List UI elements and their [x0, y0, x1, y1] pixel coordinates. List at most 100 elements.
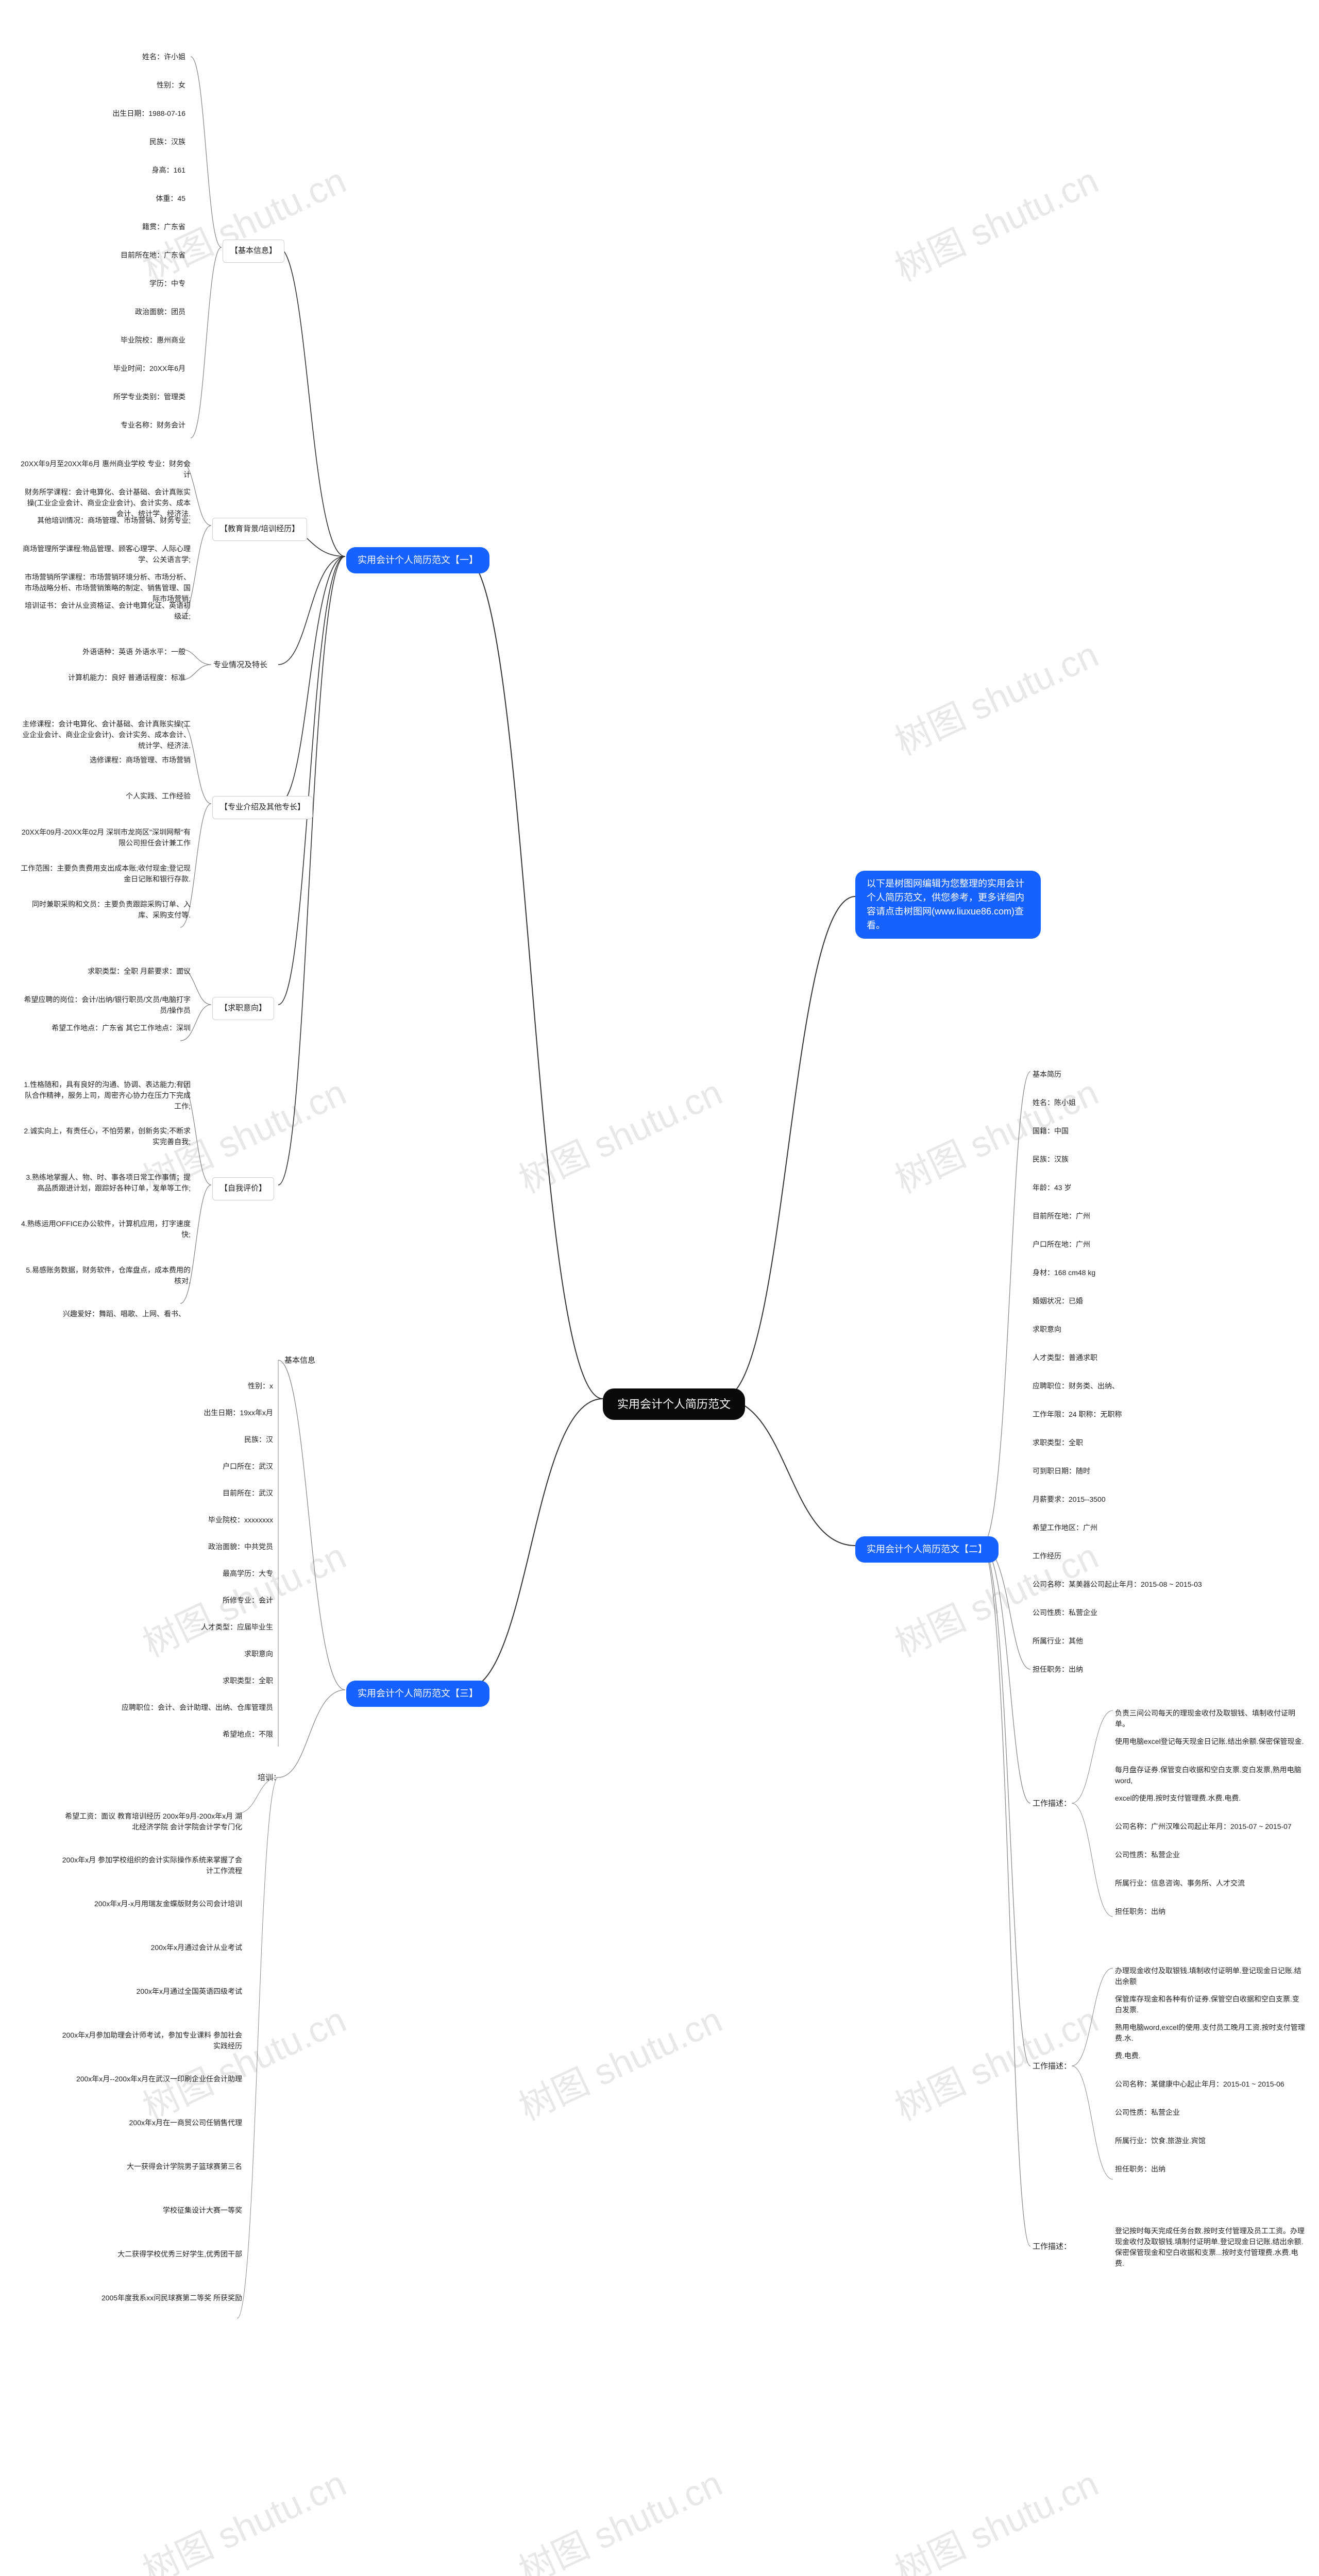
- watermark: 树图 shutu.cn: [886, 1991, 1106, 2131]
- s2-top-leaf-21: 担任职务：出纳: [1033, 1664, 1218, 1675]
- s1-basic-leaf-7: 目前所在地：广东省: [31, 250, 185, 261]
- s1-basic-leaf-4: 身高：161: [31, 165, 185, 176]
- s2-job1-leaf-2: 每月盘存证券.保管变白收据和空白支票.变白发票,熟用电脑word,: [1115, 1765, 1306, 1786]
- s3-teach-leaf-3: 200x年x月通过会计从业考试: [62, 1942, 242, 1953]
- s1-edu-leaf-3: 商场管理所学课程:物品管理、顾客心理学、人际心理学、公关语言学;: [21, 544, 191, 565]
- s2-top-leaf-3: 民族：汉族: [1033, 1154, 1218, 1165]
- s1-basic-leaf-9: 政治面貌：团员: [31, 307, 185, 317]
- s3-teach-leaf-6: 200x年x月--200x年x月在武汉一印刷企业任会计助理: [62, 2074, 242, 2084]
- s3-basic-leaf-5: 毕业院校：xxxxxxxx: [113, 1515, 273, 1526]
- s3-basic-leaf-8: 所修专业：会计: [113, 1595, 273, 1606]
- s2-top-leaf-8: 婚姻状况：已婚: [1033, 1296, 1218, 1307]
- s1-spec-leaf-1: 计算机能力：良好 普通话程度：标准: [31, 672, 185, 683]
- s2-job2-label: 工作描述：: [1033, 2061, 1071, 2073]
- s2-job2-leaf-0: 办理现金收付及取银钱.填制收付证明单.登记现金日记账.结出余额: [1115, 1965, 1306, 1987]
- s1-self-label: 【自我评价】: [212, 1177, 274, 1200]
- s3-teach-leaf-10: 大二获得学校优秀三好学生,优秀团干部: [62, 2249, 242, 2260]
- s1-basic-leaf-3: 民族：汉族: [31, 137, 185, 147]
- s3-basic-leaf-2: 民族：汉: [113, 1434, 273, 1445]
- s2-job1-leaf-5: 公司性质：私营企业: [1115, 1850, 1306, 1860]
- watermark: 树图 shutu.cn: [510, 1991, 730, 2131]
- s3-teach-leaf-2: 200x年x月-x月用瑞友金蝶版财务公司会计培训: [62, 1899, 242, 1909]
- s1-self-leaf-4: 5.易感账务数据，财务软件，仓库盘点，成本费用的核对.: [21, 1265, 191, 1286]
- s1-intent-leaf-1: 希望应聘的岗位：会计/出纳/银行职员/文员/电脑打字员/操作员: [21, 994, 191, 1016]
- s1-edu-leaf-2: 其他培训情况：商场管理、市场营销、财务专业;: [21, 515, 191, 526]
- s3-teach-leaf-0: 希望工资：面议 教育培训经历 200x年9月-200x年x月 湖北经济学院 会计…: [62, 1811, 242, 1833]
- s1-basic-label: 【基本信息】: [223, 240, 284, 263]
- s2-job1-leaf-0: 负责三间公司每天的理现金收付及取银钱、填制收付证明单。: [1115, 1708, 1306, 1730]
- s2-top-leaf-16: 希望工作地区：广州: [1033, 1522, 1218, 1533]
- s1-basic-leaf-10: 毕业院校：惠州商业: [31, 335, 185, 346]
- s1-major-leaf-4: 工作范围：主要负责费用支出成本账;收付现金;登记现金日记账和银行存款.: [21, 863, 191, 885]
- s1-edu-label: 【教育背景/培训经历】: [212, 518, 307, 541]
- s2-top-leaf-13: 求职类型：全职: [1033, 1437, 1218, 1448]
- s1-intent-leaf-0: 求职类型：全职 月薪要求：面议: [21, 966, 191, 977]
- watermark: 树图 shutu.cn: [886, 626, 1106, 766]
- s1-major-leaf-2: 个人实践、工作经验: [21, 791, 191, 802]
- s2-top-leaf-7: 身材：168 cm48 kg: [1033, 1267, 1218, 1278]
- s1-edu-leaf-0: 20XX年9月至20XX年6月 惠州商业学校 专业：财务会计: [21, 459, 191, 480]
- s2-job1-leaf-4: 公司名称：广州汉唯公司起止年月：2015-07 ~ 2015-07: [1115, 1821, 1306, 1832]
- s2-top-leaf-10: 人才类型：普通求职: [1033, 1352, 1218, 1363]
- s2-job2-leaf-5: 公司性质：私营企业: [1115, 2107, 1306, 2118]
- s3-teach-leaf-4: 200x年x月通过全国英语四级考试: [62, 1986, 242, 1997]
- s3-teach-leaf-8: 大一获得会计学院男子篮球赛第三名: [62, 2161, 242, 2172]
- s2-top-leaf-15: 月薪要求：2015--3500: [1033, 1494, 1218, 1505]
- s2-job2-leaf-3: 费.电费.: [1115, 2050, 1306, 2061]
- s2-job1-leaf-3: excel的使用.按时支付管理费.水费.电费.: [1115, 1793, 1306, 1804]
- s1-edu-leaf-5: 培训证书：会计从业资格证、会计电算化证、英语初级证;: [21, 600, 191, 622]
- s3-basic-leaf-4: 目前所在：武汉: [113, 1488, 273, 1499]
- s2-job3-label: 工作描述：: [1033, 2241, 1071, 2253]
- s3-teach-leaf-11: 2005年度我系xx问民球赛第二等奖 所获奖励: [62, 2293, 242, 2303]
- s2-top-leaf-6: 户口所在地：广州: [1033, 1239, 1218, 1250]
- s2-top-leaf-19: 公司性质：私营企业: [1033, 1607, 1218, 1618]
- s3-basic-leaf-1: 出生日期：19xx年x月: [113, 1408, 273, 1418]
- s3-basic-leaf-7: 最高学历：大专: [113, 1568, 273, 1579]
- s1-basic-leaf-13: 专业名称：财务会计: [31, 420, 185, 431]
- s1-basic-leaf-6: 籍贯：广东省: [31, 222, 185, 232]
- s1-self-leaf-2: 3.熟练地掌握人、物、时、事各项日常工作事情；提高品质跟进计划，跟踪好各种订单，…: [21, 1172, 191, 1194]
- watermark: 树图 shutu.cn: [510, 1064, 730, 1204]
- s2-top-leaf-17: 工作经历: [1033, 1551, 1218, 1562]
- s3-teach-leaf-7: 200x年x月在一商贸公司任销售代理: [62, 2117, 242, 2128]
- s1-basic-leaf-5: 体重：45: [31, 193, 185, 204]
- s2-top-leaf-5: 目前所在地：广州: [1033, 1211, 1218, 1222]
- s2-job2-leaf-4: 公司名称：某健康中心起止年月：2015-01 ~ 2015-06: [1115, 2079, 1306, 2090]
- s2-job1-leaf-7: 担任职务：出纳: [1115, 1906, 1306, 1917]
- s1-basic-leaf-12: 所学专业类别：管理类: [31, 392, 185, 402]
- s1-basic-leaf-2: 出生日期：1988-07-16: [31, 108, 185, 119]
- s2-job2-leaf-1: 保管库存现金和各种有价证券.保管空白收据和空白支票.变白发票.: [1115, 1994, 1306, 2015]
- intro-node: 以下是树图网编辑为您整理的实用会计个人简历范文，供您参考，更多详细内容请点击树图…: [855, 871, 1041, 939]
- section-1-title: 实用会计个人简历范文【一】: [346, 547, 489, 573]
- s1-edu-leaf-1: 财务所学课程：会计电算化、会计基础、会计真账实操(工业企业会计、商业企业会计)、…: [21, 487, 191, 519]
- s2-top-leaf-9: 求职意向: [1033, 1324, 1218, 1335]
- s3-basic-leaf-6: 政治面貌：中共党员: [113, 1541, 273, 1552]
- s1-major-leaf-0: 主修课程：会计电算化、会计基础、会计真账实操(工业企业会计、商业企业会计)、会计…: [21, 719, 191, 751]
- section-2-title: 实用会计个人简历范文【二】: [855, 1536, 999, 1563]
- watermark: 树图 shutu.cn: [886, 152, 1106, 292]
- s3-basic-leaf-9: 人才类型：应届毕业生: [113, 1622, 273, 1633]
- s1-basic-leaf-8: 学历：中专: [31, 278, 185, 289]
- s2-top-leaf-18: 公司名称：某美器公司起止年月：2015-08 ~ 2015-03: [1033, 1579, 1218, 1590]
- s3-basic-leaf-0: 性别：x: [113, 1381, 273, 1392]
- s1-self-leaf-1: 2.诚实向上，有责任心，不怕劳累，创新务实;不断求实完善自我;: [21, 1126, 191, 1147]
- s2-job2-leaf-6: 所属行业：饮食.旅游业.宾馆: [1115, 2136, 1306, 2146]
- watermark: 树图 shutu.cn: [886, 2455, 1106, 2576]
- s2-top-leaf-12: 工作年限：24 职称：无职称: [1033, 1409, 1218, 1420]
- s2-job2-leaf-2: 熟用电脑word,excel的使用.支付员工晚月工资.按时支付管理费.水.: [1115, 2022, 1306, 2044]
- s3-basic-label: 基本信息: [284, 1355, 315, 1367]
- s2-top-leaf-2: 国籍：中国: [1033, 1126, 1218, 1137]
- watermark: 树图 shutu.cn: [133, 2455, 353, 2576]
- s2-job3-leaf-0: 登记按时每天完成任务台数.按时支付管理及员工工资。办理现金收付及取银钱.填制付证…: [1115, 2226, 1306, 2269]
- s1-major-label: 【专业介绍及其他专长】: [212, 796, 313, 819]
- s3-basic-leaf-11: 求职类型：全职: [113, 1675, 273, 1686]
- s2-job2-leaf-7: 担任职务：出纳: [1115, 2164, 1306, 2175]
- s2-job1-leaf-6: 所属行业：信息咨询、事务所、人才交流: [1115, 1878, 1306, 1889]
- s1-self-leaf-0: 1.性格随和，具有良好的沟通、协调、表达能力;有团队合作精神，服务上司，周密齐心…: [21, 1079, 191, 1112]
- s2-top-leaf-20: 所属行业：其他: [1033, 1636, 1218, 1647]
- s1-spec-leaf-0: 外语语种：英语 外语水平：一般: [31, 647, 185, 657]
- s2-top-leaf-14: 可到职日期：随时: [1033, 1466, 1218, 1477]
- section-3-title: 实用会计个人简历范文【三】: [346, 1681, 489, 1707]
- s2-top-leaf-1: 姓名：陈小姐: [1033, 1097, 1218, 1108]
- watermark: 树图 shutu.cn: [133, 1991, 353, 2131]
